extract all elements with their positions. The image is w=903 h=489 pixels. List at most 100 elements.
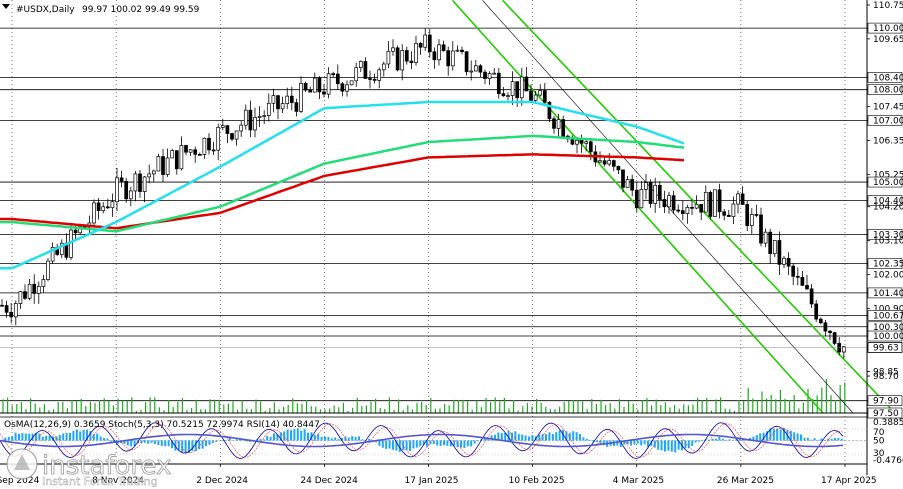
candle-body xyxy=(326,73,331,95)
collapse-triangle-icon[interactable] xyxy=(2,4,10,9)
chart-symbol-label: #USDX,Daily xyxy=(16,5,75,15)
candle-body xyxy=(644,182,648,190)
price-label: 102.35 xyxy=(873,260,903,270)
chart-ohlc-label: 99.97 100.02 99.49 99.59 xyxy=(82,5,200,15)
time-label: 17 Apr 2025 xyxy=(821,476,877,486)
candle-body xyxy=(151,170,156,175)
candle-body xyxy=(437,44,441,61)
candle-body xyxy=(349,80,354,86)
candle-body xyxy=(634,189,639,209)
candle-body xyxy=(726,214,731,217)
time-label: 10 Feb 2025 xyxy=(509,476,565,486)
candle-body xyxy=(501,93,506,97)
candle-body xyxy=(432,51,437,61)
price-label: 100.90 xyxy=(873,304,903,314)
candle-body xyxy=(174,150,179,170)
candle-body xyxy=(570,138,575,145)
candle-body xyxy=(699,203,704,213)
candle-body xyxy=(455,49,460,52)
candle-body xyxy=(791,265,796,277)
candle-body xyxy=(653,184,658,204)
candle-body xyxy=(598,160,602,163)
candle-body xyxy=(386,50,391,65)
price-label: 98.70 xyxy=(873,372,899,382)
candle-body xyxy=(630,179,635,191)
candle-body xyxy=(78,226,83,234)
candle-body xyxy=(372,79,377,81)
price-label: 103.30 xyxy=(873,230,903,240)
price-label: 101.40 xyxy=(873,289,903,299)
candle-body xyxy=(837,343,842,353)
candle-body xyxy=(184,145,188,153)
candle-body xyxy=(248,109,253,131)
price-label: 104.40 xyxy=(873,197,903,207)
candle-body xyxy=(759,214,763,244)
candle-body xyxy=(119,177,124,182)
time-label: 4 Mar 2025 xyxy=(613,476,664,486)
candle-body xyxy=(786,257,791,267)
candle-body xyxy=(515,81,520,99)
candle-body xyxy=(0,304,4,307)
candle-body xyxy=(13,303,18,318)
candle-body xyxy=(101,206,106,211)
candle-body xyxy=(662,199,667,208)
candle-body xyxy=(621,169,625,188)
candle-body xyxy=(331,73,336,76)
candle-body xyxy=(289,95,294,103)
candle-body xyxy=(460,49,464,53)
candle-body xyxy=(556,119,561,129)
price-label-box xyxy=(867,407,903,419)
price-label: 102.00 xyxy=(873,270,903,280)
candle-body xyxy=(740,193,745,205)
time-label: 2 Dec 2024 xyxy=(196,476,248,486)
candle-body xyxy=(322,91,326,95)
candle-body xyxy=(478,65,483,73)
stoch-signal-line xyxy=(0,423,844,458)
price-label-box xyxy=(867,22,903,34)
candle-body xyxy=(427,34,432,53)
candle-body xyxy=(414,42,418,63)
candle-body xyxy=(193,149,198,155)
candle-body xyxy=(841,346,846,353)
candle-body xyxy=(23,291,27,299)
candle-body xyxy=(579,139,584,144)
price-label: 108.40 xyxy=(873,73,903,83)
candle-body xyxy=(257,116,262,118)
candle-body xyxy=(266,102,271,116)
price-label-box xyxy=(867,310,903,321)
candle-body xyxy=(487,73,492,79)
candle-body xyxy=(147,173,152,178)
candle-body xyxy=(588,141,593,153)
candle-body xyxy=(676,209,681,212)
candle-body xyxy=(280,103,285,110)
candle-body xyxy=(312,77,317,93)
candle-body xyxy=(423,34,428,48)
candle-body xyxy=(142,176,147,192)
price-label: 105.25 xyxy=(873,170,903,180)
candle-body xyxy=(46,260,50,280)
indicator-axis-label: 50 xyxy=(873,437,885,447)
candle-body xyxy=(722,211,727,216)
candle-body xyxy=(703,191,708,213)
candle-body xyxy=(625,179,630,188)
price-candles xyxy=(0,28,846,359)
candle-body xyxy=(271,95,276,104)
candle-body xyxy=(161,156,165,175)
time-label: 24 Dec 2024 xyxy=(300,476,358,486)
candle-body xyxy=(294,102,299,112)
candle-body xyxy=(713,189,717,217)
candle-body xyxy=(354,67,359,82)
candle-body xyxy=(170,150,175,159)
price-label-box xyxy=(867,195,903,206)
candle-body xyxy=(262,115,267,117)
price-label-box xyxy=(867,395,903,406)
candle-body xyxy=(469,70,474,73)
candle-body xyxy=(736,193,740,205)
price-label-box xyxy=(867,330,903,342)
candle-body xyxy=(754,214,759,216)
indicator-pane xyxy=(0,416,867,459)
price-label: 105.00 xyxy=(873,178,903,188)
